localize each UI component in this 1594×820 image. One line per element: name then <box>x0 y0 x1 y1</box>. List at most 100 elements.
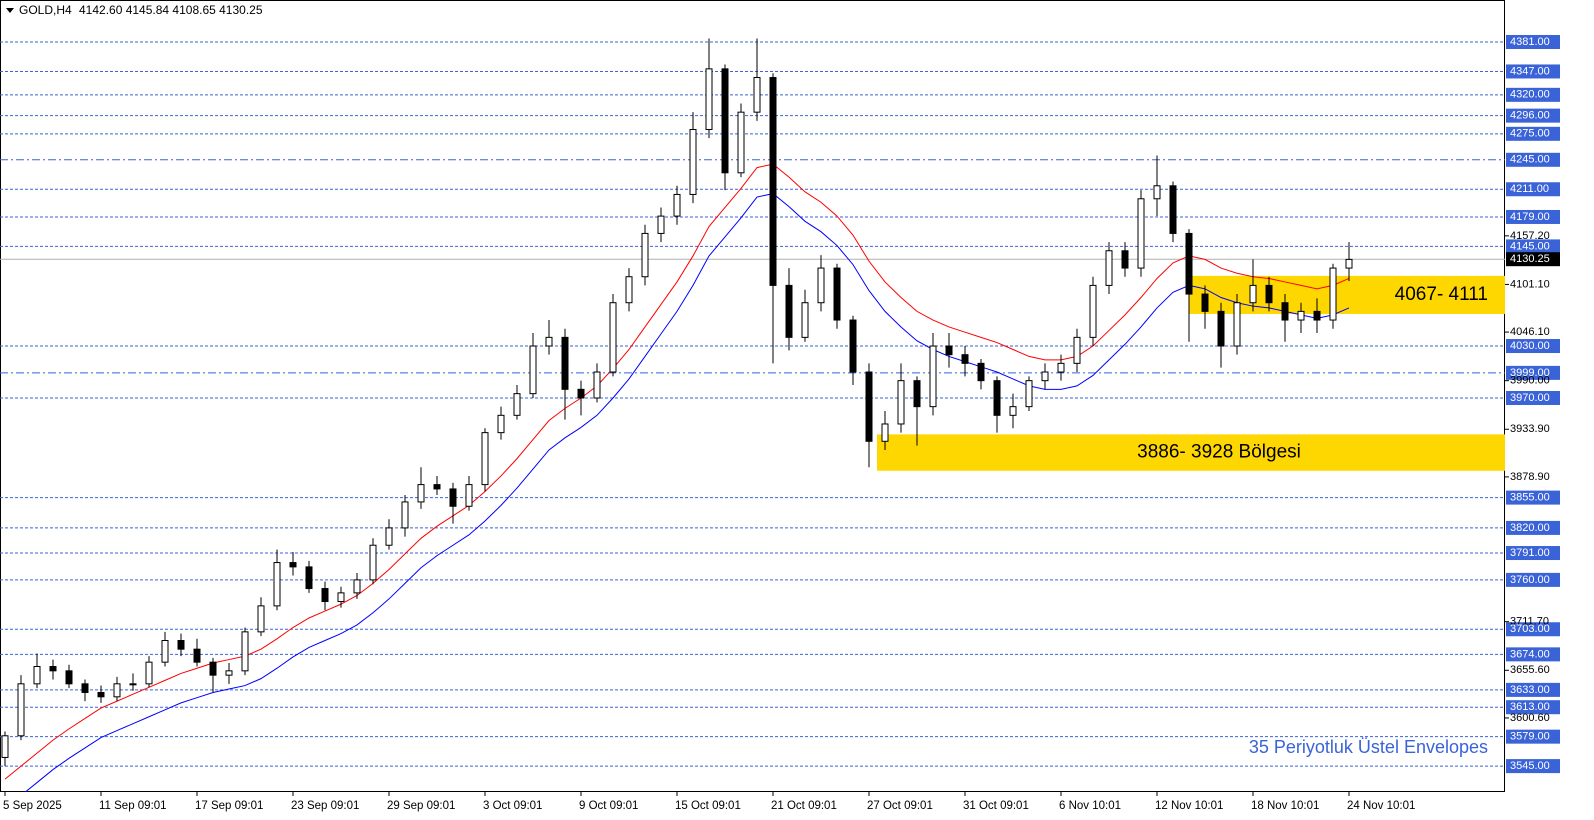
menu-triangle <box>6 8 14 13</box>
candle-body <box>1169 185 1177 234</box>
candle-body <box>497 414 505 434</box>
level-label: 4275.00 <box>1510 128 1550 140</box>
candle-body <box>49 665 57 672</box>
envelope-line <box>24 193 1350 792</box>
level-label-box <box>1506 647 1560 662</box>
candle-body <box>193 648 201 663</box>
candle-body <box>929 345 937 408</box>
level-label-box <box>1506 35 1560 50</box>
x-tick-label: 31 Oct 09:01 <box>963 800 1029 812</box>
x-tick-label: 24 Nov 10:01 <box>1347 800 1415 812</box>
candle-body <box>1345 258 1353 269</box>
candle-body <box>241 631 249 672</box>
current-price-label: 4130.25 <box>1510 253 1550 265</box>
level-label: 3674.00 <box>1510 648 1550 660</box>
level-label-box <box>1506 126 1560 141</box>
level-label-box <box>1506 339 1560 354</box>
y-tick-label: 3933.90 <box>1510 423 1550 435</box>
candle-body <box>609 302 617 373</box>
level-label-box <box>1506 546 1560 561</box>
candle-body <box>1313 310 1321 321</box>
candle-body <box>1329 267 1337 321</box>
level-label: 4245.00 <box>1510 154 1550 166</box>
level-label: 3970.00 <box>1510 392 1550 404</box>
level-label-box <box>1506 87 1560 102</box>
candle-body <box>865 371 873 442</box>
candle-body <box>113 683 121 698</box>
y-tick-label: 4157.20 <box>1510 230 1550 242</box>
level-label: 4320.00 <box>1510 89 1550 101</box>
x-tick-label: 15 Oct 09:01 <box>675 800 741 812</box>
candle-body <box>81 683 89 693</box>
x-tick-label: 3 Oct 09:01 <box>483 800 542 812</box>
level-label: 4296.00 <box>1510 110 1550 122</box>
x-tick-label: 11 Sep 09:01 <box>99 800 167 812</box>
header-values: 4142.60 4145.84 4108.65 4130.25 <box>79 3 263 17</box>
candle-body <box>257 605 265 633</box>
x-tick-label: 23 Sep 09:01 <box>291 800 359 812</box>
candle-body <box>897 380 905 425</box>
candle-body <box>1153 185 1161 200</box>
x-tick-label: 27 Oct 09:01 <box>867 800 933 812</box>
level-label-box <box>1506 365 1560 380</box>
x-tick-label: 29 Sep 09:01 <box>387 800 455 812</box>
level-label-box <box>1506 759 1560 774</box>
candle-body <box>65 670 73 685</box>
level-label: 3999.00 <box>1510 367 1550 379</box>
candle-body <box>545 336 553 347</box>
candle-body <box>1025 380 1033 408</box>
level-label: 4381.00 <box>1510 36 1550 48</box>
y-tick-label: 3711.70 <box>1510 616 1549 628</box>
y-tick-label: 3990.00 <box>1510 375 1550 387</box>
candle-body <box>721 68 729 174</box>
candle-body <box>161 640 169 663</box>
zone <box>1189 275 1505 314</box>
candle-body <box>1041 371 1049 382</box>
level-label: 4347.00 <box>1510 65 1550 77</box>
candle-body <box>129 683 137 686</box>
candle-body <box>913 380 921 408</box>
candle-body <box>641 232 649 278</box>
candle-body <box>689 128 697 195</box>
level-label: 3703.00 <box>1510 623 1550 635</box>
annotation: 35 Periyotluk Üstel Envelopes <box>1249 737 1488 757</box>
candle-body <box>17 683 25 737</box>
chart-title: GOLD,H4 <box>19 3 72 17</box>
x-tick-label: 12 Nov 10:01 <box>1155 800 1223 812</box>
candle-body <box>817 267 825 304</box>
candle-body <box>1121 250 1129 269</box>
current-price-box <box>1506 252 1560 267</box>
candle-body <box>1281 302 1289 321</box>
level-label: 3820.00 <box>1510 522 1550 534</box>
candle-body <box>577 388 585 399</box>
candle-body <box>1073 336 1081 364</box>
plot-area <box>0 38 1505 792</box>
level-label-box <box>1506 390 1560 405</box>
x-tick-label: 6 Nov 10:01 <box>1059 800 1121 812</box>
level-label: 4145.00 <box>1510 240 1550 252</box>
candle-body <box>529 345 537 395</box>
candle-body <box>737 111 745 174</box>
candle-body <box>513 393 521 416</box>
candle-body <box>1089 284 1097 338</box>
level-label: 3633.00 <box>1510 684 1550 696</box>
level-label-box <box>1506 152 1560 167</box>
x-tick-label: 21 Oct 09:01 <box>771 800 837 812</box>
candle-body <box>785 284 793 338</box>
level-label: 4211.00 <box>1510 183 1549 195</box>
candle-body <box>753 77 761 113</box>
candle-body <box>849 319 857 373</box>
zone <box>877 434 1505 471</box>
candle-body <box>945 345 953 356</box>
candle-body <box>417 484 425 503</box>
level-label: 3760.00 <box>1510 574 1550 586</box>
candle-body <box>977 362 985 382</box>
candle-body <box>1233 302 1241 347</box>
x-tick-label: 5 Sep 2025 <box>3 800 62 812</box>
candle-body <box>657 215 665 234</box>
candle-body <box>1137 198 1145 269</box>
x-tick-label: 9 Oct 09:01 <box>579 800 638 812</box>
y-tick-label: 4101.10 <box>1510 278 1550 290</box>
candle-body <box>961 354 969 364</box>
